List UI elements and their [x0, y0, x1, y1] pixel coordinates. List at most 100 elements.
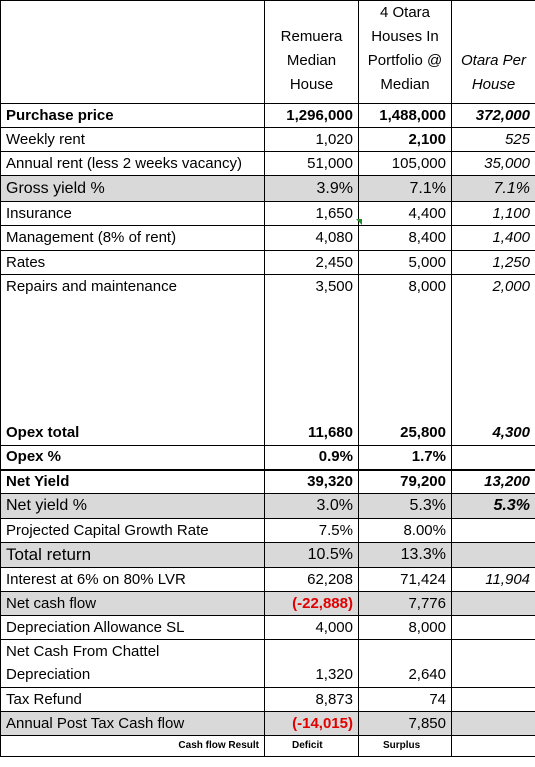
cell-otara-portfolio: 8,400 — [358, 225, 452, 251]
cell-otara-portfolio: Surplus — [358, 735, 452, 757]
row-label: Rates — [0, 250, 265, 275]
cell-remuera: 1,650 — [264, 201, 359, 226]
row-label: Net yield % — [0, 493, 265, 519]
cell-remuera: 0.9% — [264, 445, 359, 470]
cell-otara-per-house — [451, 711, 535, 736]
table-row: Interest at 6% on 80% LVR 62,208 71,424 … — [0, 567, 535, 592]
header-otara-per-house: Otara Per House — [451, 0, 535, 104]
table-row: Net Cash From Chattel — [0, 639, 535, 664]
cell-otara-portfolio: 2,100 — [358, 127, 452, 152]
table-row: Rates 2,450 5,000 1,250 — [0, 250, 535, 275]
cell-otara-portfolio: 13.3% — [358, 542, 452, 568]
cell-remuera: 62,208 — [264, 567, 359, 592]
header-blank-cell — [0, 0, 265, 104]
cell-comment-marker-icon — [356, 219, 362, 225]
table-row-tall: Opex total 11,680 25,800 4,300 — [0, 298, 535, 446]
row-label: Projected Capital Growth Rate — [0, 518, 265, 543]
table-row: Insurance 1,650 4,400 1,100 — [0, 201, 535, 226]
table-row: Annual Post Tax Cash flow (-14,015) 7,85… — [0, 711, 535, 736]
table-row: Weekly rent 1,020 2,100 525 — [0, 127, 535, 152]
row-label: Annual Post Tax Cash flow — [0, 711, 265, 736]
cell-otara-per-house — [451, 639, 535, 664]
cell-otara-per-house — [451, 735, 535, 757]
row-label: Depreciation Allowance SL — [0, 615, 265, 640]
row-label: Gross yield % — [0, 175, 265, 202]
cell-otara-portfolio: 7,776 — [358, 591, 452, 616]
cell-otara-portfolio: 7,850 — [358, 711, 452, 736]
table-row: Tax Refund 8,873 74 — [0, 687, 535, 712]
cell-otara-per-house: 5.3% — [451, 493, 535, 519]
row-label: Opex total — [0, 298, 265, 446]
table-row: Repairs and maintenance 3,500 8,000 2,00… — [0, 274, 535, 299]
cell-remuera: 8,873 — [264, 687, 359, 712]
row-label: Net Yield — [0, 468, 265, 494]
cell-otara-portfolio: 71,424 — [358, 567, 452, 592]
table-row: Depreciation Allowance SL 4,000 8,000 — [0, 615, 535, 640]
cell-otara-per-house: 13,200 — [451, 468, 535, 494]
cash-flow-result-row: Cash flow Result Deficit Surplus — [0, 735, 535, 757]
cell-otara-portfolio: 5,000 — [358, 250, 452, 275]
cell-otara-portfolio: 8,000 — [358, 615, 452, 640]
row-label: Repairs and maintenance — [0, 274, 265, 299]
table-row: Net Yield 39,320 79,200 13,200 — [0, 468, 535, 494]
cell-otara-portfolio — [358, 639, 452, 664]
cell-otara-portfolio: 105,000 — [358, 151, 452, 176]
cell-otara-per-house — [451, 615, 535, 640]
cell-remuera: 2,450 — [264, 250, 359, 275]
row-label: Net cash flow — [0, 591, 265, 616]
header-otara-portfolio: 4 Otara Houses In Portfolio @ Median — [358, 0, 452, 104]
table-row: Total return 10.5% 13.3% — [0, 542, 535, 568]
cell-remuera: 4,080 — [264, 225, 359, 251]
cell-otara-portfolio: 1,488,000 — [358, 103, 452, 128]
cell-otara-portfolio: 8,000 — [358, 274, 452, 299]
cell-remuera: (-22,888) — [264, 591, 359, 616]
cell-remuera: 4,000 — [264, 615, 359, 640]
cell-otara-per-house: 2,000 — [451, 274, 535, 299]
table-row: Opex % 0.9% 1.7% — [0, 445, 535, 470]
cell-otara-per-house: 372,000 — [451, 103, 535, 128]
row-label: Cash flow Result — [0, 735, 265, 757]
cell-otara-portfolio: 5.3% — [358, 493, 452, 519]
cell-remuera: 11,680 — [264, 298, 359, 446]
row-label: Opex % — [0, 445, 265, 470]
cell-otara-per-house: 35,000 — [451, 151, 535, 176]
cell-otara-per-house: 7.1% — [451, 175, 535, 202]
row-label: Net Cash From Chattel — [0, 639, 265, 664]
cell-remuera: 3.9% — [264, 175, 359, 202]
cell-remuera: Deficit — [264, 735, 359, 757]
row-label: Insurance — [0, 201, 265, 226]
cell-otara-portfolio: 7.1% — [358, 175, 452, 202]
table-row: Purchase price 1,296,000 1,488,000 372,0… — [0, 103, 535, 128]
cell-remuera: 10.5% — [264, 542, 359, 568]
cell-otara-per-house — [451, 542, 535, 568]
table-row: Net yield % 3.0% 5.3% 5.3% — [0, 493, 535, 519]
header-row: Remuera Median House 4 Otara Houses In P… — [0, 0, 535, 104]
row-label: Weekly rent — [0, 127, 265, 152]
row-label: Tax Refund — [0, 687, 265, 712]
row-label: Interest at 6% on 80% LVR — [0, 567, 265, 592]
cell-remuera: 51,000 — [264, 151, 359, 176]
cell-remuera — [264, 639, 359, 664]
table-row: Depreciation 1,320 2,640 — [0, 663, 535, 688]
cell-otara-per-house — [451, 591, 535, 616]
cell-otara-portfolio: 1.7% — [358, 445, 452, 470]
cell-remuera: (-14,015) — [264, 711, 359, 736]
cell-remuera: 3,500 — [264, 274, 359, 299]
row-label: Management (8% of rent) — [0, 225, 265, 251]
table-row: Annual rent (less 2 weeks vacancy) 51,00… — [0, 151, 535, 176]
row-label: Annual rent (less 2 weeks vacancy) — [0, 151, 265, 176]
cell-otara-per-house: 1,400 — [451, 225, 535, 251]
cell-otara-per-house — [451, 663, 535, 688]
cell-otara-per-house: 11,904 — [451, 567, 535, 592]
table-row: Management (8% of rent) 4,080 8,400 1,40… — [0, 225, 535, 251]
header-remuera: Remuera Median House — [264, 0, 359, 104]
row-label: Purchase price — [0, 103, 265, 128]
cell-remuera: 1,320 — [264, 663, 359, 688]
cell-remuera: 3.0% — [264, 493, 359, 519]
cell-otara-portfolio: 74 — [358, 687, 452, 712]
row-label: Depreciation — [0, 663, 265, 688]
cell-otara-per-house — [451, 518, 535, 543]
table-row: Projected Capital Growth Rate 7.5% 8.00% — [0, 518, 535, 543]
